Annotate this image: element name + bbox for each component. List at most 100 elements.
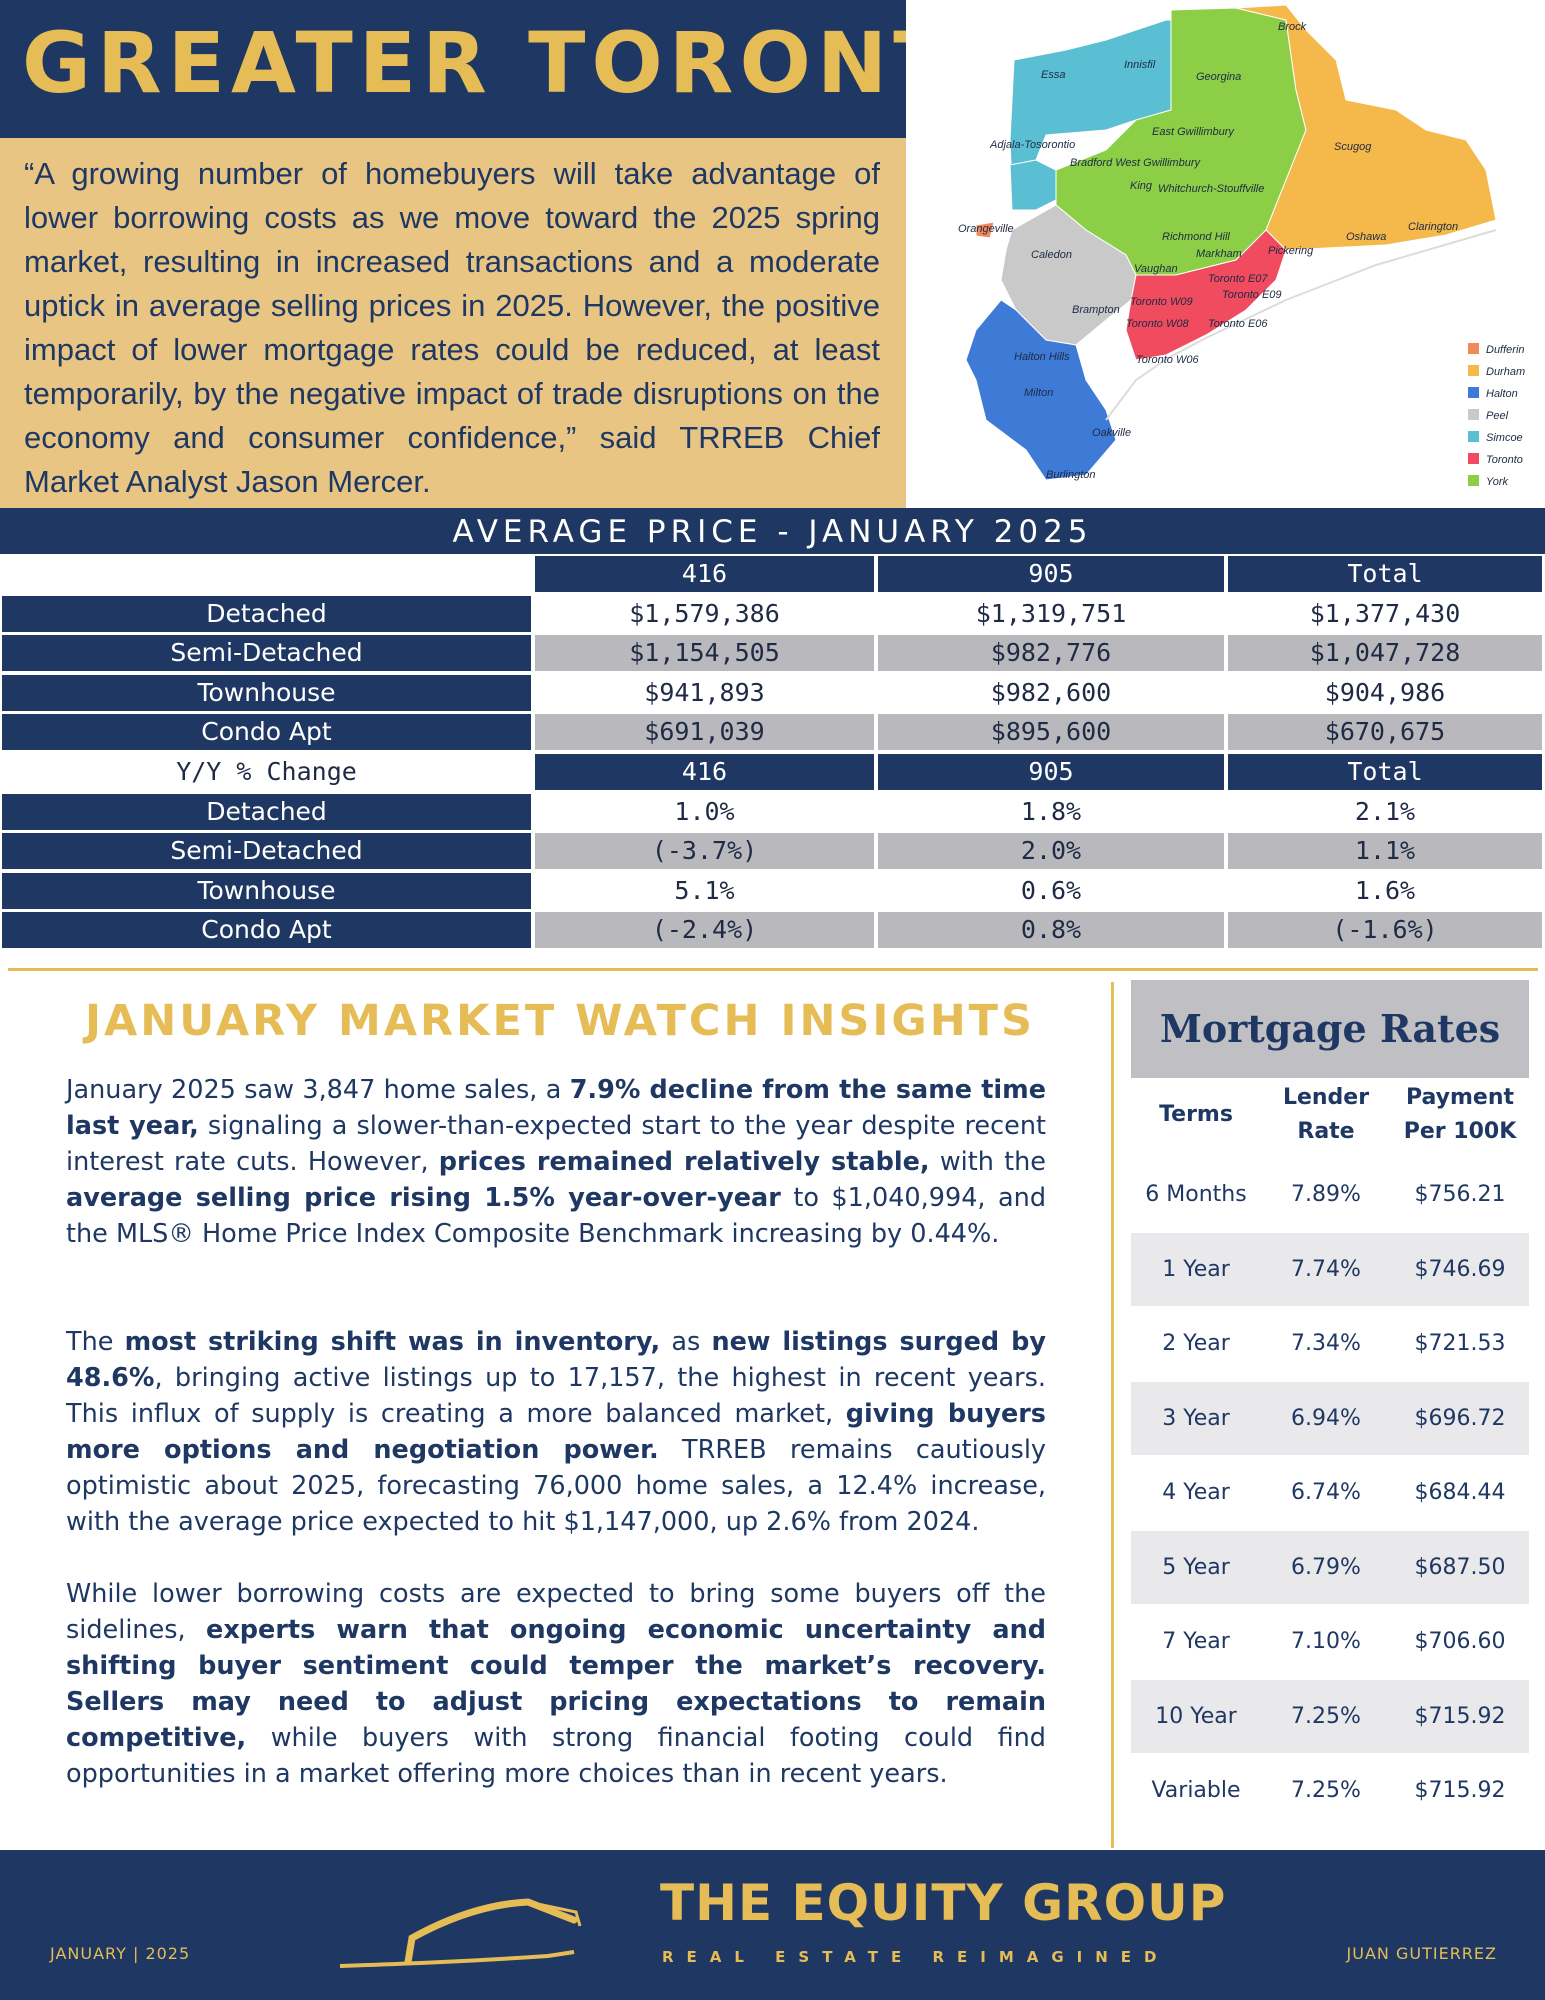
legend-label: Dufferin — [1486, 344, 1525, 356]
row-label: Townhouse — [2, 674, 531, 711]
map-label: Toronto E07 — [1208, 273, 1268, 285]
table-cell: 0.6% — [878, 872, 1224, 909]
mortgage-rate: 6.79% — [1291, 1554, 1361, 1580]
map-label: Georgina — [1196, 71, 1241, 83]
mortgage-term: 4 Year — [1162, 1480, 1230, 1505]
table-row: Semi-Detached (-3.7%) 2.0% 1.1% — [0, 833, 1545, 871]
table-cell: (-3.7%) — [535, 833, 874, 870]
map-region-durham — [1235, 4, 1497, 251]
map-label: Burlington — [1046, 469, 1096, 481]
insights-paragraph-1: January 2025 saw 3,847 home sales, a 7.9… — [66, 1072, 1046, 1252]
footer: JANUARY | 2025 THE EQUITY GROUP REAL EST… — [0, 1850, 1545, 2000]
table-cell: 0.8% — [878, 912, 1224, 949]
mortgage-term: Variable — [1151, 1778, 1241, 1803]
mortgage-row: 4 Year 6.74% $684.44 — [1131, 1456, 1529, 1529]
mortgage-row: 1 Year 7.74% $746.69 — [1131, 1232, 1529, 1306]
map-label: King — [1130, 180, 1153, 192]
map-label: Markham — [1196, 248, 1242, 260]
table-row: Condo Apt (-2.4%) 0.8% (-1.6%) — [0, 912, 1545, 950]
title-bar: GREATER TORONTO — [0, 0, 1028, 138]
mortgage-payment: $715.92 — [1414, 1703, 1506, 1729]
table-cell: 1.8% — [878, 793, 1224, 830]
mortgage-rate: 7.25% — [1291, 1778, 1361, 1803]
map-region-halton — [965, 299, 1117, 481]
mortgage-term: 7 Year — [1162, 1629, 1230, 1654]
map-label: Adjala-Tosorontio — [989, 139, 1075, 151]
emphasis-text: experts warn that ongoing economic uncer… — [66, 1615, 1046, 1753]
table-row: Townhouse $941,893 $982,600 $904,986 — [0, 674, 1545, 713]
house-logo-icon — [339, 1898, 582, 1968]
table-cell: 905 — [878, 556, 1224, 592]
mortgage-header: Terms Lender Rate Payment Per 100K — [1131, 1078, 1529, 1152]
table-cell: 1.6% — [1228, 872, 1542, 909]
mortgage-payment: $687.50 — [1414, 1554, 1506, 1580]
map-label: Toronto W06 — [1136, 354, 1199, 366]
mortgage-rate: 7.25% — [1291, 1703, 1361, 1729]
row-label — [2, 556, 531, 592]
map-label: Orangeville — [958, 223, 1014, 235]
mortgage-row: 2 Year 7.34% $721.53 — [1131, 1307, 1529, 1380]
body-text: While lower borrowing costs are expected… — [66, 1579, 1046, 1645]
map-label: Toronto E06 — [1208, 318, 1268, 330]
map-region-toronto — [1125, 229, 1287, 361]
table-header-row: 416 905 Total — [0, 556, 1545, 594]
page-title: GREATER TORONTO — [22, 14, 1034, 112]
table-row: Detached $1,579,386 $1,319,751 $1,377,430 — [0, 595, 1545, 634]
insights-title: JANUARY MARKET WATCH INSIGHTS — [84, 996, 1035, 1046]
body-text: while buyers with strong financial footi… — [66, 1723, 1046, 1789]
table-row: Semi-Detached $1,154,505 $982,776 $1,047,72… — [0, 635, 1545, 673]
mortgage-row: 5 Year 6.79% $687.50 — [1131, 1530, 1529, 1604]
mortgage-term: 5 Year — [1162, 1554, 1230, 1580]
emphasis-text: new listings surged by 48.6% — [66, 1327, 1046, 1393]
emphasis-text: 7.9% decline from the same time last yea… — [66, 1075, 1046, 1141]
map-legend: Dufferin Durham Halton Peel Simcoe Toron… — [1468, 343, 1525, 488]
mortgage-row: 6 Months 7.89% $756.21 — [1131, 1158, 1529, 1231]
row-label: Townhouse — [2, 872, 531, 909]
table-cell: $1,377,430 — [1228, 595, 1542, 632]
map-label: Richmond Hill — [1162, 231, 1230, 243]
map-label: Clarington — [1408, 221, 1458, 233]
mortgage-term: 3 Year — [1162, 1405, 1230, 1431]
mortgage-term: 1 Year — [1162, 1256, 1230, 1282]
map-label: East Gwillimbury — [1152, 126, 1235, 138]
legend-label: York — [1486, 476, 1509, 488]
row-label: Detached — [2, 793, 531, 830]
row-label: Semi-Detached — [2, 635, 531, 672]
map-label: Milton — [1024, 387, 1053, 399]
table-cell: 416 — [535, 556, 874, 592]
mortgage-col-header: Lender Rate — [1282, 1085, 1370, 1144]
map-label: Caledon — [1031, 249, 1072, 261]
table-cell: 905 — [878, 754, 1224, 790]
table-cell: $982,600 — [878, 674, 1224, 711]
quote-box: “A growing number of homebuyers will tak… — [0, 138, 906, 508]
insights-paragraph-2: The most striking shift was in inventory… — [66, 1324, 1046, 1540]
mortgage-payment: $756.21 — [1414, 1182, 1506, 1207]
mortgage-payment: $684.44 — [1414, 1480, 1506, 1505]
mortgage-payment: $696.72 — [1414, 1405, 1506, 1431]
table-cell: $1,047,728 — [1228, 635, 1542, 672]
body-text: to $1,040,994, and the MLS® Home Price I… — [66, 1183, 1046, 1249]
table-cell: 2.1% — [1228, 793, 1542, 830]
table-cell: 1.0% — [535, 793, 874, 830]
footer-date: JANUARY | 2025 — [50, 1944, 191, 1963]
divider — [8, 968, 1538, 971]
mortgage-term: 2 Year — [1162, 1331, 1230, 1356]
table-cell: (-1.6%) — [1228, 912, 1542, 949]
map-label: Oakville — [1092, 427, 1131, 439]
table-cell: 416 — [535, 754, 874, 790]
map-region-peel — [1000, 204, 1137, 346]
table-cell: $691,039 — [535, 714, 874, 751]
table-cell: $941,893 — [535, 674, 874, 711]
map-label: Bradford West Gwillimbury — [1070, 157, 1201, 169]
emphasis-text: average selling price rising 1.5% year-o… — [66, 1183, 781, 1213]
mortgage-title: Mortgage Rates — [1131, 980, 1529, 1078]
table-cell: $904,986 — [1228, 674, 1542, 711]
mortgage-col-header: Payment Per 100K — [1403, 1085, 1517, 1144]
map-label: Pickering — [1268, 245, 1314, 257]
legend-label: Peel — [1486, 410, 1509, 422]
mortgage-rate: 6.94% — [1291, 1405, 1361, 1431]
table-cell: $1,579,386 — [535, 595, 874, 632]
row-label: Detached — [2, 595, 531, 632]
row-label: Condo Apt — [2, 714, 531, 751]
row-label: Condo Apt — [2, 912, 531, 949]
